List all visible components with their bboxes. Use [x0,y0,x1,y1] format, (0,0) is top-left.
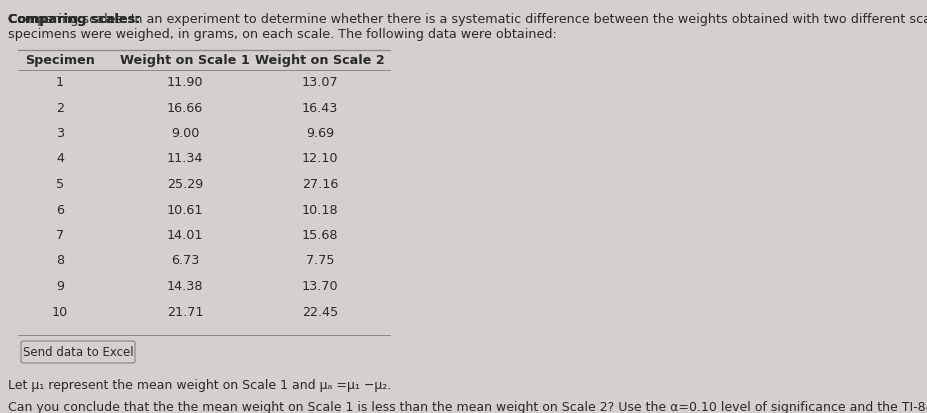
Text: 2: 2 [56,102,64,114]
Text: 11.90: 11.90 [167,76,203,89]
Text: 1: 1 [56,76,64,89]
Text: Send data to Excel: Send data to Excel [22,346,133,358]
Text: Comparing scales: In an experiment to determine whether there is a systematic di: Comparing scales: In an experiment to de… [8,13,927,26]
Text: Weight on Scale 2: Weight on Scale 2 [255,54,385,67]
Text: 13.70: 13.70 [301,280,338,293]
Text: 9.00: 9.00 [171,127,199,140]
Text: 14.38: 14.38 [167,280,203,293]
Text: Weight on Scale 1: Weight on Scale 1 [121,54,250,67]
Text: Let μ₁ represent the mean weight on Scale 1 and μₐ =μ₁ −μ₂.: Let μ₁ represent the mean weight on Scal… [8,379,391,392]
Text: 9: 9 [56,280,64,293]
Text: 27.16: 27.16 [302,178,338,191]
Text: 10.18: 10.18 [301,204,338,216]
Text: 16.66: 16.66 [167,102,203,114]
Text: 16.43: 16.43 [302,102,338,114]
Text: 6: 6 [56,204,64,216]
Text: 12.10: 12.10 [302,152,338,166]
Text: 22.45: 22.45 [302,306,338,318]
Text: 13.07: 13.07 [301,76,338,89]
Text: Can you conclude that the the mean weight on Scale 1 is less than the mean weigh: Can you conclude that the the mean weigh… [8,401,927,413]
Text: Comparing scales:: Comparing scales: [8,13,140,26]
Text: 11.34: 11.34 [167,152,203,166]
Text: 3: 3 [56,127,64,140]
Text: specimens were weighed, in grams, on each scale. The following data were obtaine: specimens were weighed, in grams, on eac… [8,28,557,41]
Text: Specimen: Specimen [25,54,95,67]
Text: 5: 5 [56,178,64,191]
Text: 25.29: 25.29 [167,178,203,191]
Text: 9.69: 9.69 [306,127,334,140]
Text: 15.68: 15.68 [302,229,338,242]
Text: 6.73: 6.73 [171,254,199,268]
Text: Comparing scales:: Comparing scales: [8,13,140,26]
Text: 7: 7 [56,229,64,242]
Text: 4: 4 [56,152,64,166]
Text: 21.71: 21.71 [167,306,203,318]
Text: 7.75: 7.75 [306,254,335,268]
Text: 10.61: 10.61 [167,204,203,216]
FancyBboxPatch shape [21,341,135,363]
Text: 8: 8 [56,254,64,268]
Text: 14.01: 14.01 [167,229,203,242]
Text: 10: 10 [52,306,68,318]
